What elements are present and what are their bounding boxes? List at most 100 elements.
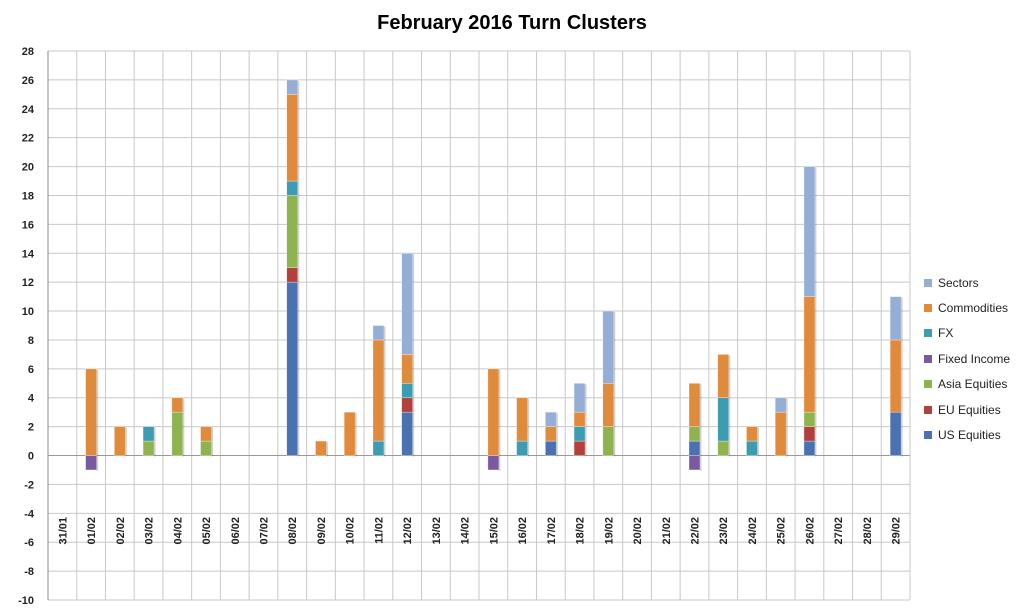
- bar-segment: [516, 440, 528, 456]
- bar-segment: [85, 455, 97, 471]
- bar-segment: [315, 440, 327, 456]
- bar-segment: [286, 94, 299, 182]
- legend-item: Fixed Income: [924, 346, 1020, 371]
- x-tick-label: 29/02: [891, 517, 903, 545]
- tick-labels: -10-8-6-4-2024681012141618202224262831/0…: [18, 46, 903, 607]
- axes: [47, 51, 910, 600]
- legend: Sectors Commodities FX Fixed Income Asia Equ…: [924, 270, 1020, 448]
- x-tick-label: 22/02: [690, 517, 702, 545]
- bar-segment: [85, 368, 97, 456]
- legend-item: Commodities: [924, 295, 1020, 320]
- bar-segment: [286, 180, 299, 196]
- x-tick-label: 10/02: [345, 517, 357, 545]
- bar-segment: [286, 195, 299, 269]
- bar-segment: [286, 79, 299, 95]
- bar-shadow: [211, 427, 214, 457]
- x-tick-label: 19/02: [603, 517, 615, 545]
- bar-segment: [889, 339, 902, 413]
- legend-label: FX: [938, 326, 954, 341]
- grid-lines: [47, 50, 911, 601]
- y-tick-label: -8: [24, 566, 34, 578]
- bar-segment: [401, 397, 413, 413]
- legend-swatch: [924, 380, 932, 389]
- y-tick-label: 0: [28, 451, 34, 463]
- bar-segment: [746, 426, 758, 442]
- y-tick-label: 12: [22, 277, 34, 289]
- bar-segment: [602, 310, 615, 384]
- y-tick-label: 6: [28, 364, 34, 376]
- bar-shadow: [154, 427, 156, 457]
- bar-shadow: [613, 312, 616, 457]
- bar-shadow: [585, 384, 587, 457]
- bar-segment: [774, 411, 787, 456]
- bar-segment: [774, 397, 787, 413]
- x-tick-label: 12/02: [402, 517, 414, 545]
- bar-segment: [573, 440, 586, 456]
- bar-shadow: [757, 427, 759, 457]
- x-tick-label: 11/02: [373, 517, 385, 544]
- bar-segment: [545, 426, 557, 442]
- bar-segment: [372, 339, 385, 442]
- bar-shadow: [96, 369, 99, 471]
- bar-segment: [803, 166, 816, 297]
- legend-item: EU Equities: [924, 397, 1020, 422]
- y-tick-label: -4: [24, 508, 35, 520]
- bar-segment: [688, 426, 701, 442]
- bar-segment: [803, 411, 816, 427]
- x-tick-label: 08/02: [287, 517, 299, 545]
- legend-swatch: [924, 304, 932, 313]
- x-tick-label: 23/02: [718, 517, 730, 545]
- bar-segment: [142, 440, 155, 456]
- y-tick-label: 20: [22, 162, 34, 174]
- legend-swatch: [924, 278, 932, 287]
- x-tick-label: 15/02: [488, 517, 500, 545]
- bar-segment: [114, 426, 126, 456]
- bar-segment: [401, 252, 413, 355]
- legend-item: Sectors: [924, 270, 1020, 295]
- bar-segment: [746, 440, 758, 456]
- y-tick-label: 2: [28, 422, 34, 434]
- x-tick-label: 05/02: [201, 517, 213, 545]
- bar-segment: [171, 397, 184, 413]
- x-tick-label: 20/02: [632, 517, 644, 545]
- bar-shadow: [814, 167, 817, 457]
- bar-segment: [372, 325, 385, 341]
- bar-segment: [200, 440, 212, 456]
- chart-title: February 2016 Turn Clusters: [377, 12, 647, 34]
- bar-segment: [803, 426, 816, 442]
- y-tick-label: -6: [24, 537, 34, 549]
- bar-segment: [688, 440, 701, 456]
- bar-shadow: [786, 398, 788, 457]
- x-tick-label: 24/02: [747, 517, 759, 545]
- x-tick-label: 16/02: [517, 517, 529, 545]
- bar-shadow: [297, 80, 300, 457]
- bar-shadow: [383, 326, 386, 457]
- x-tick-label: 14/02: [460, 517, 472, 545]
- x-tick-label: 27/02: [833, 517, 845, 545]
- x-tick-label: 04/02: [172, 517, 184, 545]
- bar-segment: [401, 382, 413, 399]
- legend-swatch: [924, 405, 932, 414]
- y-tick-label: 28: [22, 46, 34, 58]
- bar-shadow: [556, 413, 558, 457]
- bar-segment: [372, 440, 385, 456]
- x-tick-label: 01/02: [86, 517, 98, 545]
- y-tick-label: -2: [24, 479, 34, 491]
- x-tick-label: 09/02: [316, 517, 328, 545]
- bar-segment: [688, 455, 701, 471]
- x-tick-label: 25/02: [776, 517, 788, 545]
- y-tick-label: 24: [22, 104, 35, 116]
- legend-item: FX: [924, 321, 1020, 346]
- legend-label: Commodities: [938, 301, 1009, 316]
- bar-shadow: [498, 369, 501, 471]
- legend-label: EU Equities: [938, 402, 1001, 417]
- y-tick-label: 18: [22, 190, 34, 202]
- bar-segment: [516, 397, 528, 442]
- y-tick-label: 22: [22, 133, 34, 145]
- x-tick-label: 17/02: [546, 517, 558, 545]
- x-tick-label: 13/02: [431, 517, 443, 545]
- legend-swatch: [924, 329, 932, 338]
- legend-swatch: [924, 354, 932, 363]
- x-tick-label: 31/01: [57, 517, 69, 545]
